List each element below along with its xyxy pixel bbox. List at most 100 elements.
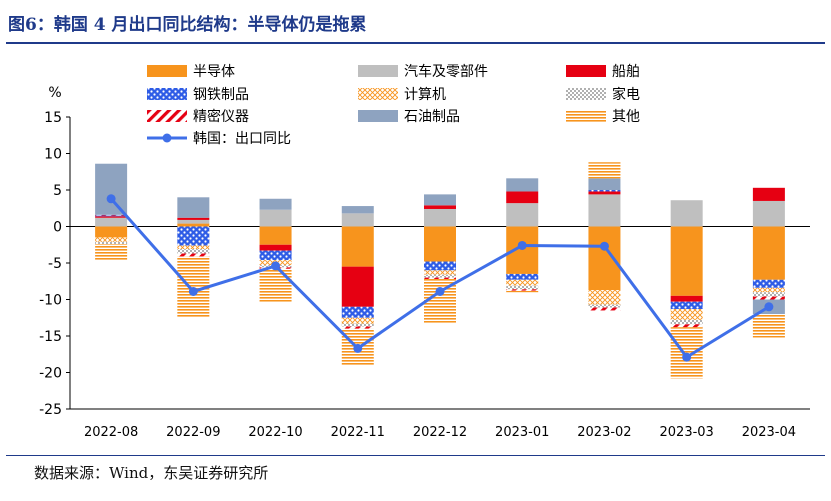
bar-segment bbox=[424, 205, 456, 209]
bar-segment bbox=[424, 226, 456, 262]
bar-segment bbox=[670, 226, 703, 296]
bar-segment bbox=[259, 268, 292, 302]
y-tick-label: 15 bbox=[44, 110, 62, 126]
legend-swatch bbox=[566, 110, 606, 122]
bar-segment bbox=[95, 163, 128, 215]
export-yoy-point bbox=[188, 286, 198, 296]
y-tick-label: -25 bbox=[39, 402, 62, 418]
legend-swatch bbox=[147, 110, 187, 122]
bar-segment bbox=[588, 190, 621, 192]
bar-segment bbox=[424, 274, 456, 278]
y-tick-label: -20 bbox=[39, 366, 62, 382]
legend-label: 半导体 bbox=[193, 64, 235, 80]
export-yoy-point bbox=[435, 286, 445, 296]
source-rule bbox=[6, 455, 825, 456]
source-note: 数据来源：Wind，东吴证券研究所 bbox=[34, 464, 269, 482]
bar-segment bbox=[95, 226, 128, 238]
bar-segment bbox=[670, 200, 703, 227]
bar-segment bbox=[341, 206, 374, 214]
export-yoy-point bbox=[353, 343, 363, 353]
legend-label: 船舶 bbox=[612, 64, 640, 80]
bar-segment bbox=[424, 277, 456, 280]
y-tick-label: 0 bbox=[53, 220, 62, 236]
bar-segment bbox=[341, 213, 374, 227]
bar-segment bbox=[259, 226, 292, 245]
bar-segment bbox=[177, 217, 210, 220]
bar-segment bbox=[752, 279, 785, 288]
bar-segment bbox=[177, 245, 210, 250]
bar-segment bbox=[752, 296, 785, 300]
bar-segment bbox=[670, 295, 703, 302]
legend-label: 计算机 bbox=[404, 87, 446, 103]
bar-segment bbox=[177, 253, 210, 257]
bar-segment bbox=[341, 226, 374, 267]
bar-segment bbox=[424, 261, 456, 271]
y-tick-label: 10 bbox=[44, 147, 62, 163]
bar-segment bbox=[259, 250, 292, 261]
bar-segment bbox=[177, 226, 210, 246]
bar-segment bbox=[259, 209, 292, 227]
bar-segment bbox=[670, 301, 703, 309]
bar-segment bbox=[670, 319, 703, 325]
bar-segment bbox=[506, 279, 539, 286]
legend-swatch bbox=[566, 65, 606, 77]
bar-segment bbox=[259, 198, 292, 210]
bar-segment bbox=[752, 200, 785, 227]
bar-segment bbox=[177, 219, 210, 224]
y-tick-label: -10 bbox=[39, 293, 62, 309]
figure-title: 图6：韩国 4 月出口同比结构：半导体仍是拖累 bbox=[8, 15, 367, 35]
export-yoy-point bbox=[271, 261, 281, 271]
export-yoy-point bbox=[764, 302, 774, 312]
bar-segment bbox=[752, 287, 785, 293]
bar-segment bbox=[341, 266, 374, 307]
bar-segment bbox=[506, 273, 539, 280]
bar-segment bbox=[670, 308, 703, 320]
bar-segment bbox=[177, 197, 210, 218]
legend-label: 精密仪器 bbox=[193, 108, 249, 125]
bar-segment bbox=[506, 290, 539, 293]
bar-segment bbox=[95, 216, 128, 218]
legend-label: 家电 bbox=[612, 86, 640, 103]
x-tick-label: 2022-09 bbox=[166, 425, 220, 440]
legend-label: 汽车及零部件 bbox=[404, 63, 488, 80]
x-tick-label: 2023-01 bbox=[495, 425, 549, 440]
bar-segment bbox=[506, 289, 539, 291]
bar-segment bbox=[752, 292, 785, 297]
bar-segment bbox=[95, 215, 128, 217]
x-tick-label: 2023-03 bbox=[660, 425, 714, 440]
x-tick-label: 2023-04 bbox=[742, 425, 796, 440]
title-rule bbox=[6, 42, 825, 44]
bar-segment bbox=[341, 326, 374, 329]
bar-segment bbox=[341, 306, 374, 318]
bar-segment bbox=[506, 178, 539, 192]
legend-swatch bbox=[358, 110, 398, 122]
bar-segment bbox=[95, 241, 128, 245]
bar-segment bbox=[341, 317, 374, 324]
legend-swatch bbox=[147, 65, 187, 77]
legend-label: 其他 bbox=[612, 109, 640, 125]
legend-label: 石油制品 bbox=[404, 109, 460, 125]
x-tick-label: 2022-10 bbox=[248, 425, 302, 440]
legend-line-marker bbox=[162, 133, 172, 143]
y-tick-label: -5 bbox=[48, 256, 62, 272]
bar-segment bbox=[752, 226, 785, 280]
bar-segment bbox=[95, 214, 128, 216]
line-layer bbox=[106, 194, 774, 362]
legend-swatch bbox=[147, 88, 187, 100]
bar-segment bbox=[588, 307, 621, 311]
export-yoy-point bbox=[517, 240, 527, 250]
bar-segment bbox=[506, 285, 539, 290]
bar-segment bbox=[424, 194, 456, 206]
bar-segment bbox=[588, 178, 621, 190]
bar-segment bbox=[752, 314, 785, 338]
y-tick-label: 5 bbox=[53, 183, 62, 199]
bar-segment bbox=[588, 191, 621, 195]
bar-segment bbox=[506, 191, 539, 204]
bar-segment bbox=[670, 324, 703, 328]
bar-segment bbox=[588, 162, 621, 179]
bar-segment bbox=[588, 226, 621, 291]
bar-segment bbox=[588, 304, 621, 308]
legend-label: 韩国：出口同比 bbox=[193, 131, 291, 147]
